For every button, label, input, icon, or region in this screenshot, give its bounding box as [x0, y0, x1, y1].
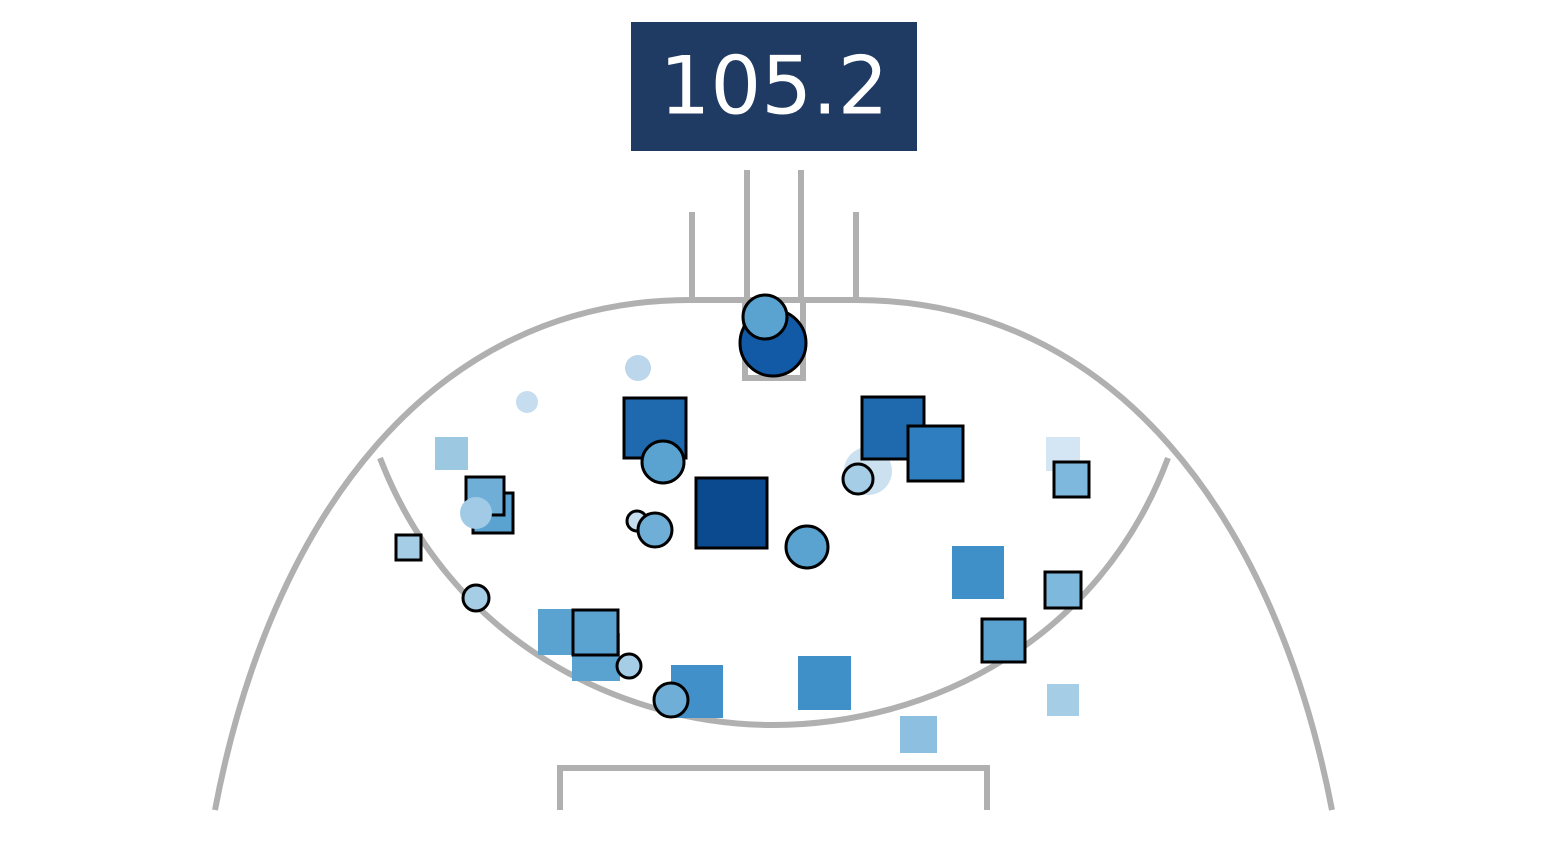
marker [900, 716, 937, 753]
marker [784, 524, 830, 570]
marker [906, 424, 965, 483]
marker [741, 293, 789, 341]
marker [1052, 460, 1091, 499]
marker [460, 497, 492, 529]
marker [435, 437, 468, 470]
marker [625, 355, 651, 381]
marker [1043, 570, 1083, 610]
marker [694, 476, 769, 550]
marker [461, 583, 491, 613]
marker [798, 656, 851, 710]
marker [1047, 684, 1079, 716]
marker [640, 439, 686, 485]
marker [952, 546, 1004, 599]
label-value: 105.2 [659, 40, 888, 133]
court-lines [212, 170, 1335, 811]
marker [980, 617, 1027, 664]
marker [516, 391, 538, 413]
marker [394, 533, 423, 562]
marker [636, 511, 674, 549]
label-box [631, 22, 917, 151]
centre-box [557, 765, 990, 810]
markers [394, 293, 1091, 753]
marker [615, 652, 643, 680]
marker [652, 681, 690, 719]
marker [571, 608, 620, 657]
marker [841, 462, 875, 496]
